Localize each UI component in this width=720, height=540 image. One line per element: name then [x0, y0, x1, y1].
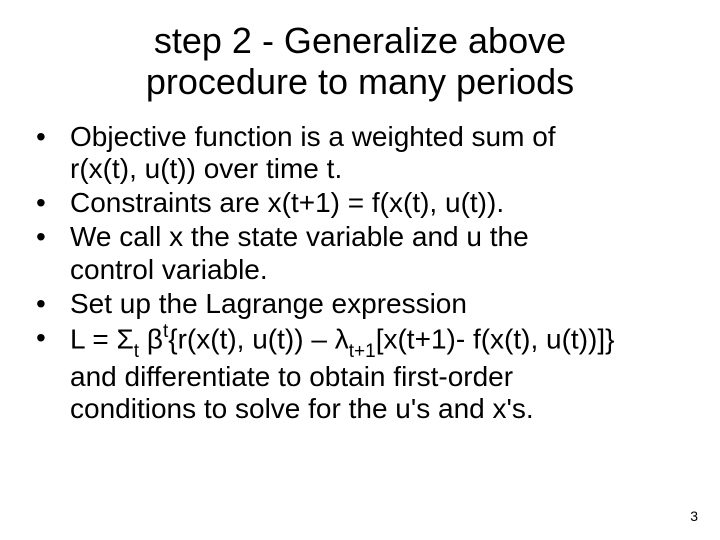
page-number: 3: [690, 508, 698, 524]
bullet-list: Objective function is a weighted sum of …: [28, 121, 692, 425]
bullet-text: and differentiate to obtain first-order: [70, 361, 513, 392]
sigma-symbol: Σ: [116, 323, 133, 354]
slide-title: step 2 - Generalize above procedure to m…: [0, 0, 720, 103]
bullet-text: [x(t+1)- f(x(t), u(t))]}: [376, 323, 615, 354]
bullet-text: r(x(t), u(t)) over time t.: [70, 153, 342, 184]
bullet-text: L =: [70, 323, 116, 354]
list-item: Objective function is a weighted sum of …: [28, 121, 692, 185]
bullet-text: conditions to solve for the u's and x's.: [70, 393, 534, 424]
bullet-text: {r(x(t), u(t)) –: [168, 323, 334, 354]
lambda-symbol: λ: [335, 323, 349, 354]
bullet-text: Constraints are x(t+1) = f(x(t), u(t)).: [70, 187, 504, 218]
title-line-1: step 2 - Generalize above: [154, 20, 566, 61]
bullet-text: We call x the state variable and u the: [70, 221, 529, 252]
subscript-t1: t+1: [349, 341, 376, 362]
space: [139, 323, 147, 354]
subscript-t: t: [134, 341, 139, 362]
list-item: Set up the Lagrange expression: [28, 288, 692, 320]
list-item: L = Σt βt{r(x(t), u(t)) – λt+1[x(t+1)- f…: [28, 322, 692, 425]
bullet-text: Objective function is a weighted sum of: [70, 121, 556, 152]
beta-symbol: β: [147, 323, 163, 354]
list-item: We call x the state variable and u the c…: [28, 221, 692, 285]
slide: step 2 - Generalize above procedure to m…: [0, 0, 720, 540]
title-line-2: procedure to many periods: [146, 61, 574, 102]
bullet-text: control variable.: [70, 254, 268, 285]
superscript-t: t: [163, 321, 168, 342]
list-item: Constraints are x(t+1) = f(x(t), u(t)).: [28, 187, 692, 219]
slide-body: Objective function is a weighted sum of …: [0, 103, 720, 425]
bullet-text: Set up the Lagrange expression: [70, 288, 467, 319]
